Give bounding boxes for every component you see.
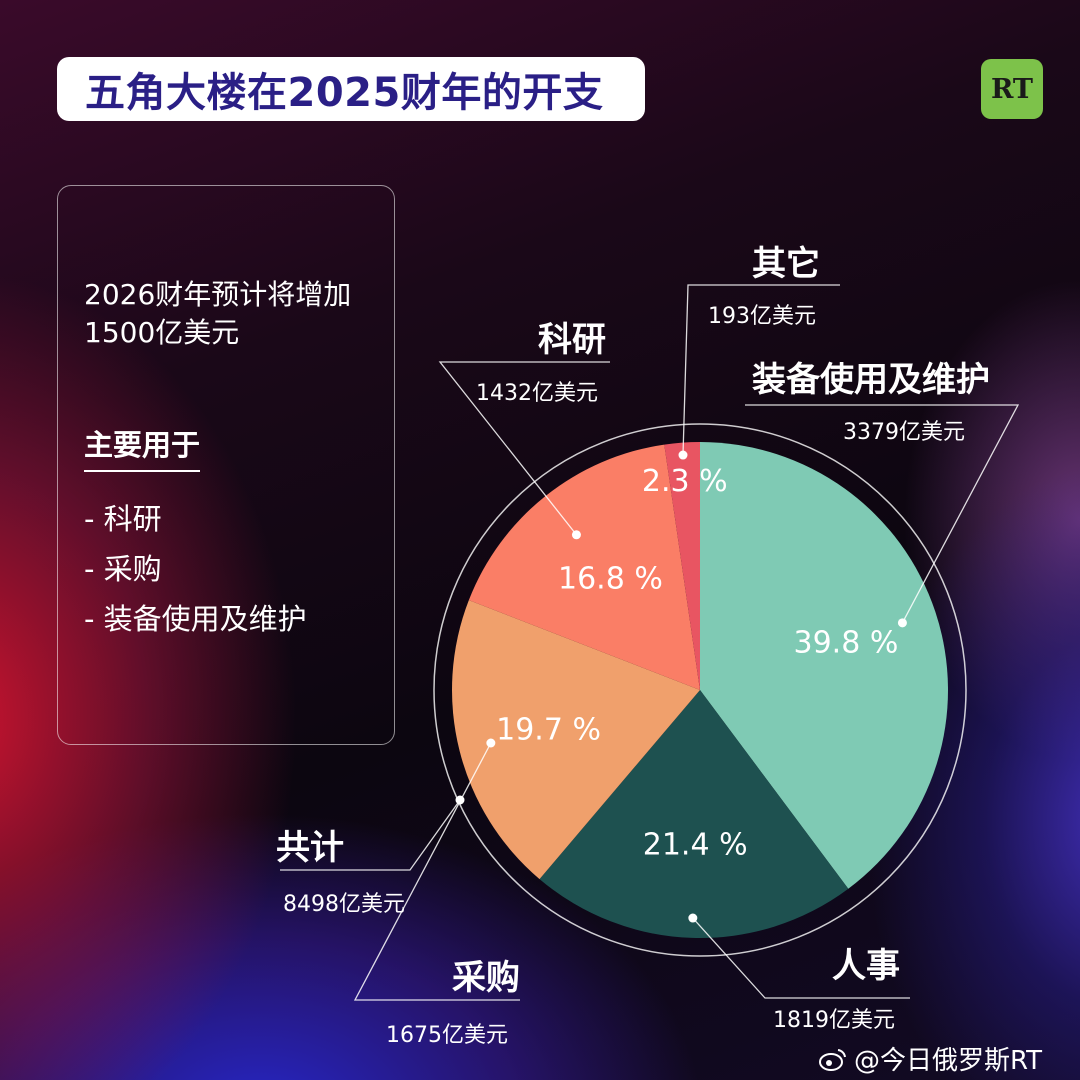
- page-title: 五角大楼在2025财年的开支: [85, 70, 604, 116]
- amount-other: 193亿美元: [708, 304, 816, 329]
- label-total: 共计: [276, 828, 344, 868]
- amount-personnel: 1819亿美元: [773, 1008, 895, 1033]
- label-equipment: 装备使用及维护: [752, 360, 990, 400]
- pct-label-personnel: 21.4 %: [643, 828, 748, 863]
- leader-dot-research: [571, 530, 581, 540]
- amount-research: 1432亿美元: [476, 381, 598, 406]
- leader-line-procurement: [353, 742, 520, 1001]
- info-item-equipment: - 装备使用及维护: [84, 602, 307, 636]
- slice-other: [664, 442, 700, 690]
- leader-dot-personnel: [688, 913, 698, 923]
- leader-dot-other: [678, 450, 688, 460]
- pct-label-other: 2.3 %: [642, 464, 728, 499]
- info-item-procurement: - 采购: [84, 552, 162, 586]
- info-line-1: 2026财年预计将增加: [84, 278, 352, 311]
- watermark: @今日俄罗斯RT: [818, 1040, 1042, 1077]
- slice-equipment: [700, 442, 948, 889]
- slice-procurement: [452, 600, 700, 880]
- label-other: 其它: [752, 244, 820, 284]
- info-panel: [57, 185, 395, 745]
- leader-dot-total: [455, 795, 465, 805]
- info-item-research: - 科研: [84, 502, 162, 536]
- pct-label-research: 16.8 %: [558, 561, 663, 596]
- leader-line-personnel: [692, 917, 910, 999]
- weibo-icon: [819, 1048, 846, 1071]
- slice-personnel: [539, 690, 849, 939]
- pct-label-procurement: 19.7 %: [496, 712, 601, 747]
- rt-logo: RT: [981, 59, 1043, 119]
- slice-research: [468, 444, 700, 690]
- pct-label-equipment: 39.8 %: [794, 626, 899, 661]
- leader-dot-procurement: [486, 738, 496, 748]
- amount-equipment: 3379亿美元: [843, 420, 965, 445]
- amount-procurement: 1675亿美元: [386, 1023, 508, 1048]
- label-personnel: 人事: [832, 946, 900, 986]
- leader-line-research: [438, 361, 610, 536]
- outer-ring: [433, 423, 967, 957]
- amount-total: 8498亿美元: [283, 892, 405, 917]
- label-procurement: 采购: [452, 958, 520, 998]
- leader-line-other: [682, 284, 840, 456]
- leader-dot-equipment: [897, 618, 907, 628]
- label-research: 科研: [538, 320, 606, 360]
- info-heading: 主要用于: [84, 422, 201, 472]
- title-banner: 五角大楼在2025财年的开支: [57, 57, 645, 121]
- leader-line-equipment: [745, 404, 1020, 624]
- info-line-2: 1500亿美元: [84, 316, 240, 349]
- leader-line-total: [280, 799, 461, 871]
- watermark-text: @今日俄罗斯RT: [854, 1046, 1043, 1076]
